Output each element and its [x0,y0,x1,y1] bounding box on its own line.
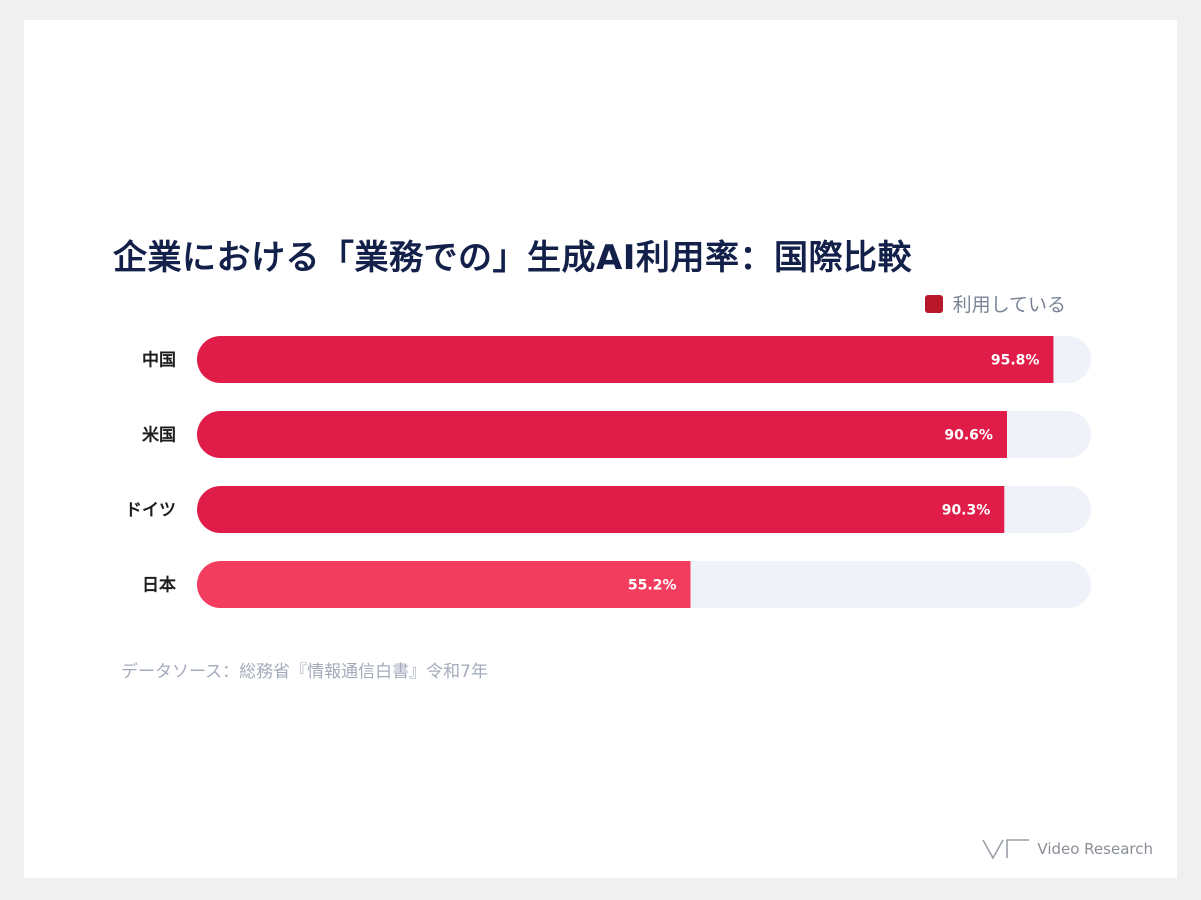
chart-title: 企業における「業務での」生成AI利用率：国際比較 [113,238,912,278]
legend-swatch [924,294,943,313]
bar-value-label: 95.8% [991,353,1040,369]
bar-value-label: 90.6% [944,428,993,444]
bar [197,486,1005,533]
source-note: データソース：総務省『情報通信白書』令和7年 [121,662,488,682]
chart-card: 企業における「業務での」生成AI利用率：国際比較 利用している 95.8% 中国 9… [24,20,1177,878]
bar [197,336,1054,383]
category-label: 米国 [142,425,176,446]
brand-logo: Video Research [981,836,1153,862]
bar [197,561,691,608]
category-label: 中国 [142,350,176,371]
bar-value-label: 90.3% [942,503,991,519]
category-label: 日本 [142,575,176,596]
bar [197,411,1007,458]
brand-mark-icon [982,839,1030,860]
legend: 利用している [924,290,1066,317]
brand-logo-text: Video Research [1037,840,1153,858]
bar-value-label: 55.2% [628,578,677,594]
category-label: ドイツ [125,501,176,521]
bar-chart: 95.8% 中国 90.6% 米国 90.3% ドイツ 55.2% 日本 [125,336,1091,608]
legend-label: 利用している [952,294,1066,316]
